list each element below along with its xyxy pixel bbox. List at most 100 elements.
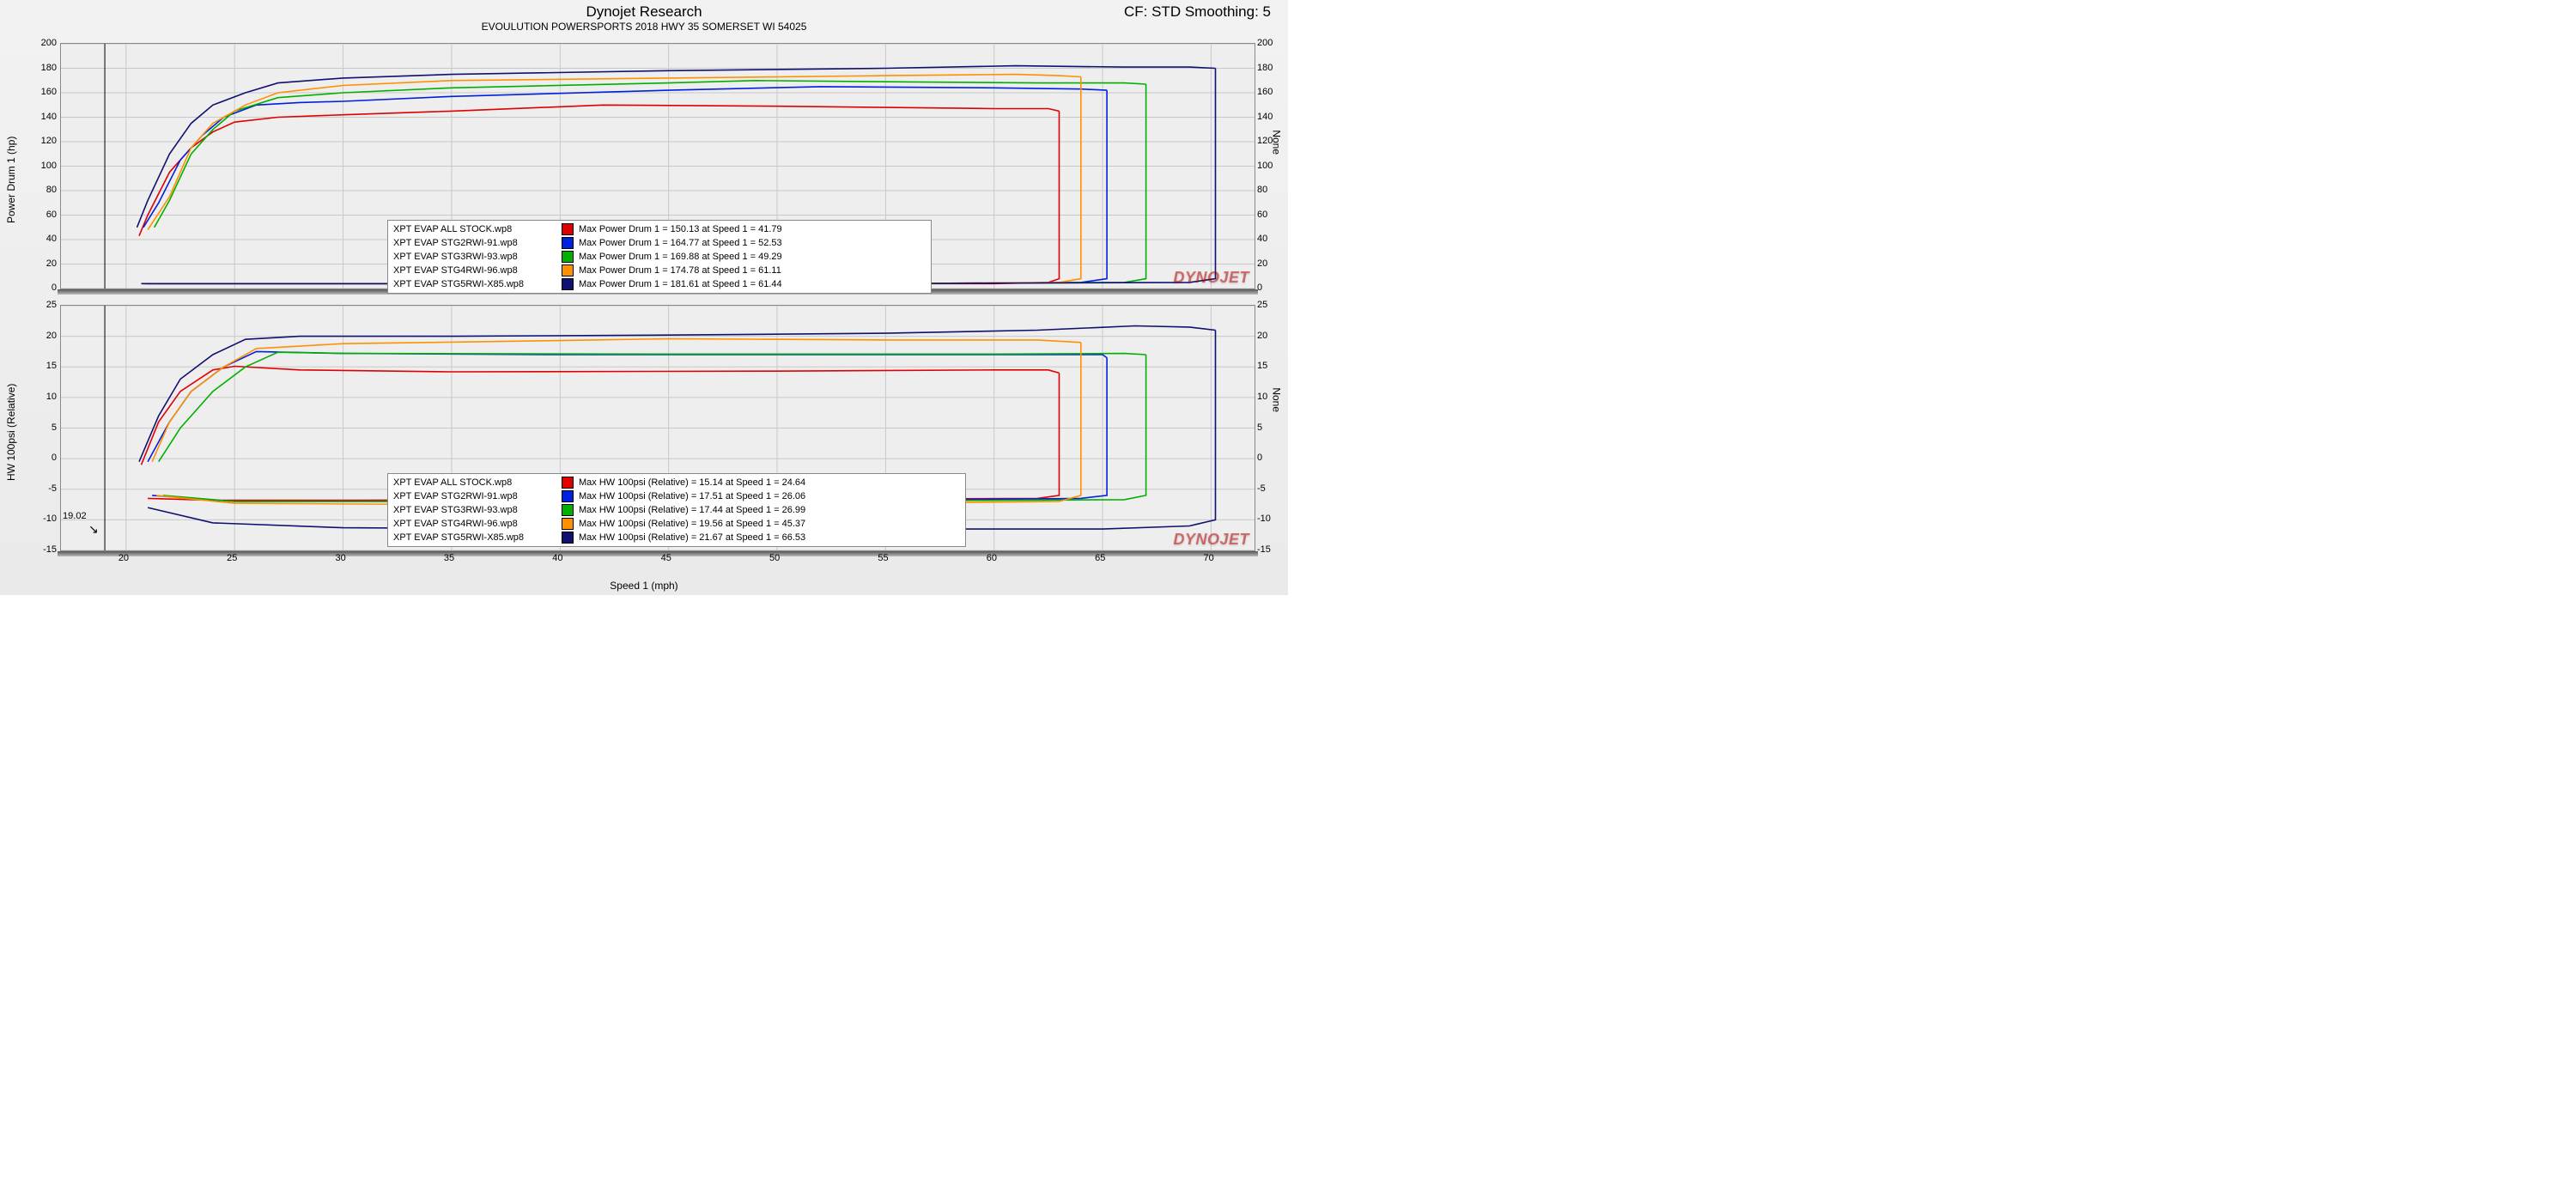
y-tick-right: -15 [1257,544,1271,555]
legend-row: XPT EVAP STG5RWI-X85.wp8 Max HW 100psi (R… [393,531,960,544]
chart-subtitle: EVOULUTION POWERSPORTS 2018 HWY 35 SOMER… [0,21,1288,33]
legend-row: XPT EVAP ALL STOCK.wp8 Max HW 100psi (Rel… [393,476,960,489]
y-tick-left: 40 [31,234,57,244]
x-tick: 70 [1203,553,1213,563]
y-tick-right: 15 [1257,361,1267,371]
legend-row: XPT EVAP STG4RWI-96.wp8 Max HW 100psi (Re… [393,517,960,531]
legend-file-label: XPT EVAP STG3RWI-93.wp8 [393,252,556,262]
x-axis-label: Speed 1 (mph) [0,580,1288,592]
boost-chart-plot: DYNOJETXPT EVAP ALL STOCK.wp8Max HW 100p… [60,305,1255,551]
y-tick-right: 40 [1257,234,1267,244]
chart-title: Dynojet Research [0,3,1288,21]
cursor-arrow-icon: ↘ [88,522,99,537]
y-tick-left: 10 [31,392,57,402]
power-chart-plot: DYNOJETXPT EVAP ALL STOCK.wp8Max Power D… [60,43,1255,289]
legend-file-label: XPT EVAP ALL STOCK.wp8 [393,477,556,488]
y-tick-left: -10 [31,513,57,524]
y-tick-left: 120 [31,136,57,146]
legend-row: XPT EVAP STG4RWI-96.wp8 Max Power Drum 1 … [393,264,926,277]
legend-row: XPT EVAP STG2RWI-91.wp8 Max Power Drum 1 … [393,236,926,250]
x-tick: 50 [769,553,780,563]
y-tick-right: 120 [1257,136,1273,146]
legend-value-label: Max Power Drum 1 = 150.13 at Speed 1 = 4… [579,224,782,234]
x-tick: 30 [336,553,346,563]
y-tick-right: 20 [1257,258,1267,269]
x-tick: 55 [878,553,888,563]
y-tick-right: -5 [1257,483,1266,494]
y-tick-left: 100 [31,161,57,171]
legend-row: XPT EVAP STG3RWI-93.wp8Max HW 100psi (Re… [393,503,960,517]
y-tick-right: 180 [1257,63,1273,73]
y-tick-left: 20 [31,258,57,269]
y-tick-left: 15 [31,361,57,371]
y-tick-left: 140 [31,112,57,122]
bot-panel-ylabel-left: HW 100psi (Relative) [5,384,17,481]
x-tick: 20 [118,553,129,563]
y-tick-right: 5 [1257,422,1262,433]
legend-swatch [562,237,574,249]
legend-swatch [562,490,574,502]
y-tick-right: 0 [1257,453,1262,463]
y-tick-right: 140 [1257,112,1273,122]
legend-swatch [562,223,574,235]
bot-panel-ylabel-right: None [1271,387,1283,412]
y-tick-left: -15 [31,544,57,555]
y-tick-left: 180 [31,63,57,73]
y-tick-right: 160 [1257,87,1273,97]
y-tick-left: 200 [31,38,57,48]
series-line [159,352,1146,462]
chart-settings-text: CF: STD Smoothing: 5 [1124,3,1271,21]
series-line [142,367,1060,465]
y-tick-right: 25 [1257,300,1267,310]
dyno-chart-container: { "header": { "title": "Dynojet Research… [0,0,1288,595]
top-panel-ylabel-left: Power Drum 1 (hp) [5,137,17,223]
legend-file-label: XPT EVAP STG4RWI-96.wp8 [393,519,556,529]
legend-row: XPT EVAP STG3RWI-93.wp8 Max Power Drum 1 … [393,250,926,264]
y-tick-right: 20 [1257,331,1267,341]
x-tick: 45 [661,553,671,563]
legend-value-label: Max HW 100psi (Relative) = 19.56 at Spee… [579,519,805,529]
legend-value-label: Max Power Drum 1 = 181.61 at Speed 1 = 6… [579,279,782,289]
series-line [148,351,1107,461]
legend-value-label: Max Power Drum 1 = 164.77 at Speed 1 = 5… [579,238,782,248]
x-tick: 40 [552,553,562,563]
legend-file-label: XPT EVAP STG5RWI-X85.wp8 [393,279,556,289]
legend-value-label: Max HW 100psi (Relative) = 17.51 at Spee… [579,491,805,501]
x-tick: 25 [227,553,237,563]
y-tick-right: 0 [1257,283,1262,293]
y-tick-left: 60 [31,210,57,220]
legend-file-label: XPT EVAP STG2RWI-91.wp8 [393,491,556,501]
legend-swatch [562,278,574,290]
x-tick: 60 [987,553,997,563]
legend-value-label: Max HW 100psi (Relative) = 17.44 at Spee… [579,505,805,515]
legend-value-label: Max Power Drum 1 = 174.78 at Speed 1 = 6… [579,265,781,276]
y-tick-left: 5 [31,422,57,433]
legend-value-label: Max Power Drum 1 = 169.88 at Speed 1 = 4… [579,252,782,262]
legend-swatch [562,251,574,263]
y-tick-right: 80 [1257,185,1267,195]
y-tick-left: 25 [31,300,57,310]
y-tick-right: 60 [1257,210,1267,220]
chart-legend: XPT EVAP ALL STOCK.wp8Max Power Drum 1 =… [387,220,932,294]
y-tick-right: 10 [1257,392,1267,402]
y-tick-left: -5 [31,483,57,494]
legend-file-label: XPT EVAP STG2RWI-91.wp8 [393,238,556,248]
legend-value-label: Max HW 100psi (Relative) = 15.14 at Spee… [579,477,805,488]
legend-swatch [562,264,574,276]
legend-row: XPT EVAP STG2RWI-91.wp8 Max HW 100psi (Re… [393,489,960,503]
y-tick-right: 200 [1257,38,1273,48]
legend-file-label: XPT EVAP STG5RWI-X85.wp8 [393,532,556,543]
series-line [139,105,1060,235]
x-tick: 65 [1095,553,1105,563]
y-tick-left: 80 [31,185,57,195]
legend-value-label: Max HW 100psi (Relative) = 21.67 at Spee… [579,532,805,543]
legend-swatch [562,477,574,489]
y-tick-right: 100 [1257,161,1273,171]
series-line [148,75,1081,230]
y-tick-left: 0 [31,283,57,293]
legend-file-label: XPT EVAP STG4RWI-96.wp8 [393,265,556,276]
cursor-value-label: 19.02 [63,511,87,521]
legend-swatch [562,518,574,530]
y-tick-right: -10 [1257,513,1271,524]
legend-row: XPT EVAP ALL STOCK.wp8Max Power Drum 1 =… [393,222,926,236]
